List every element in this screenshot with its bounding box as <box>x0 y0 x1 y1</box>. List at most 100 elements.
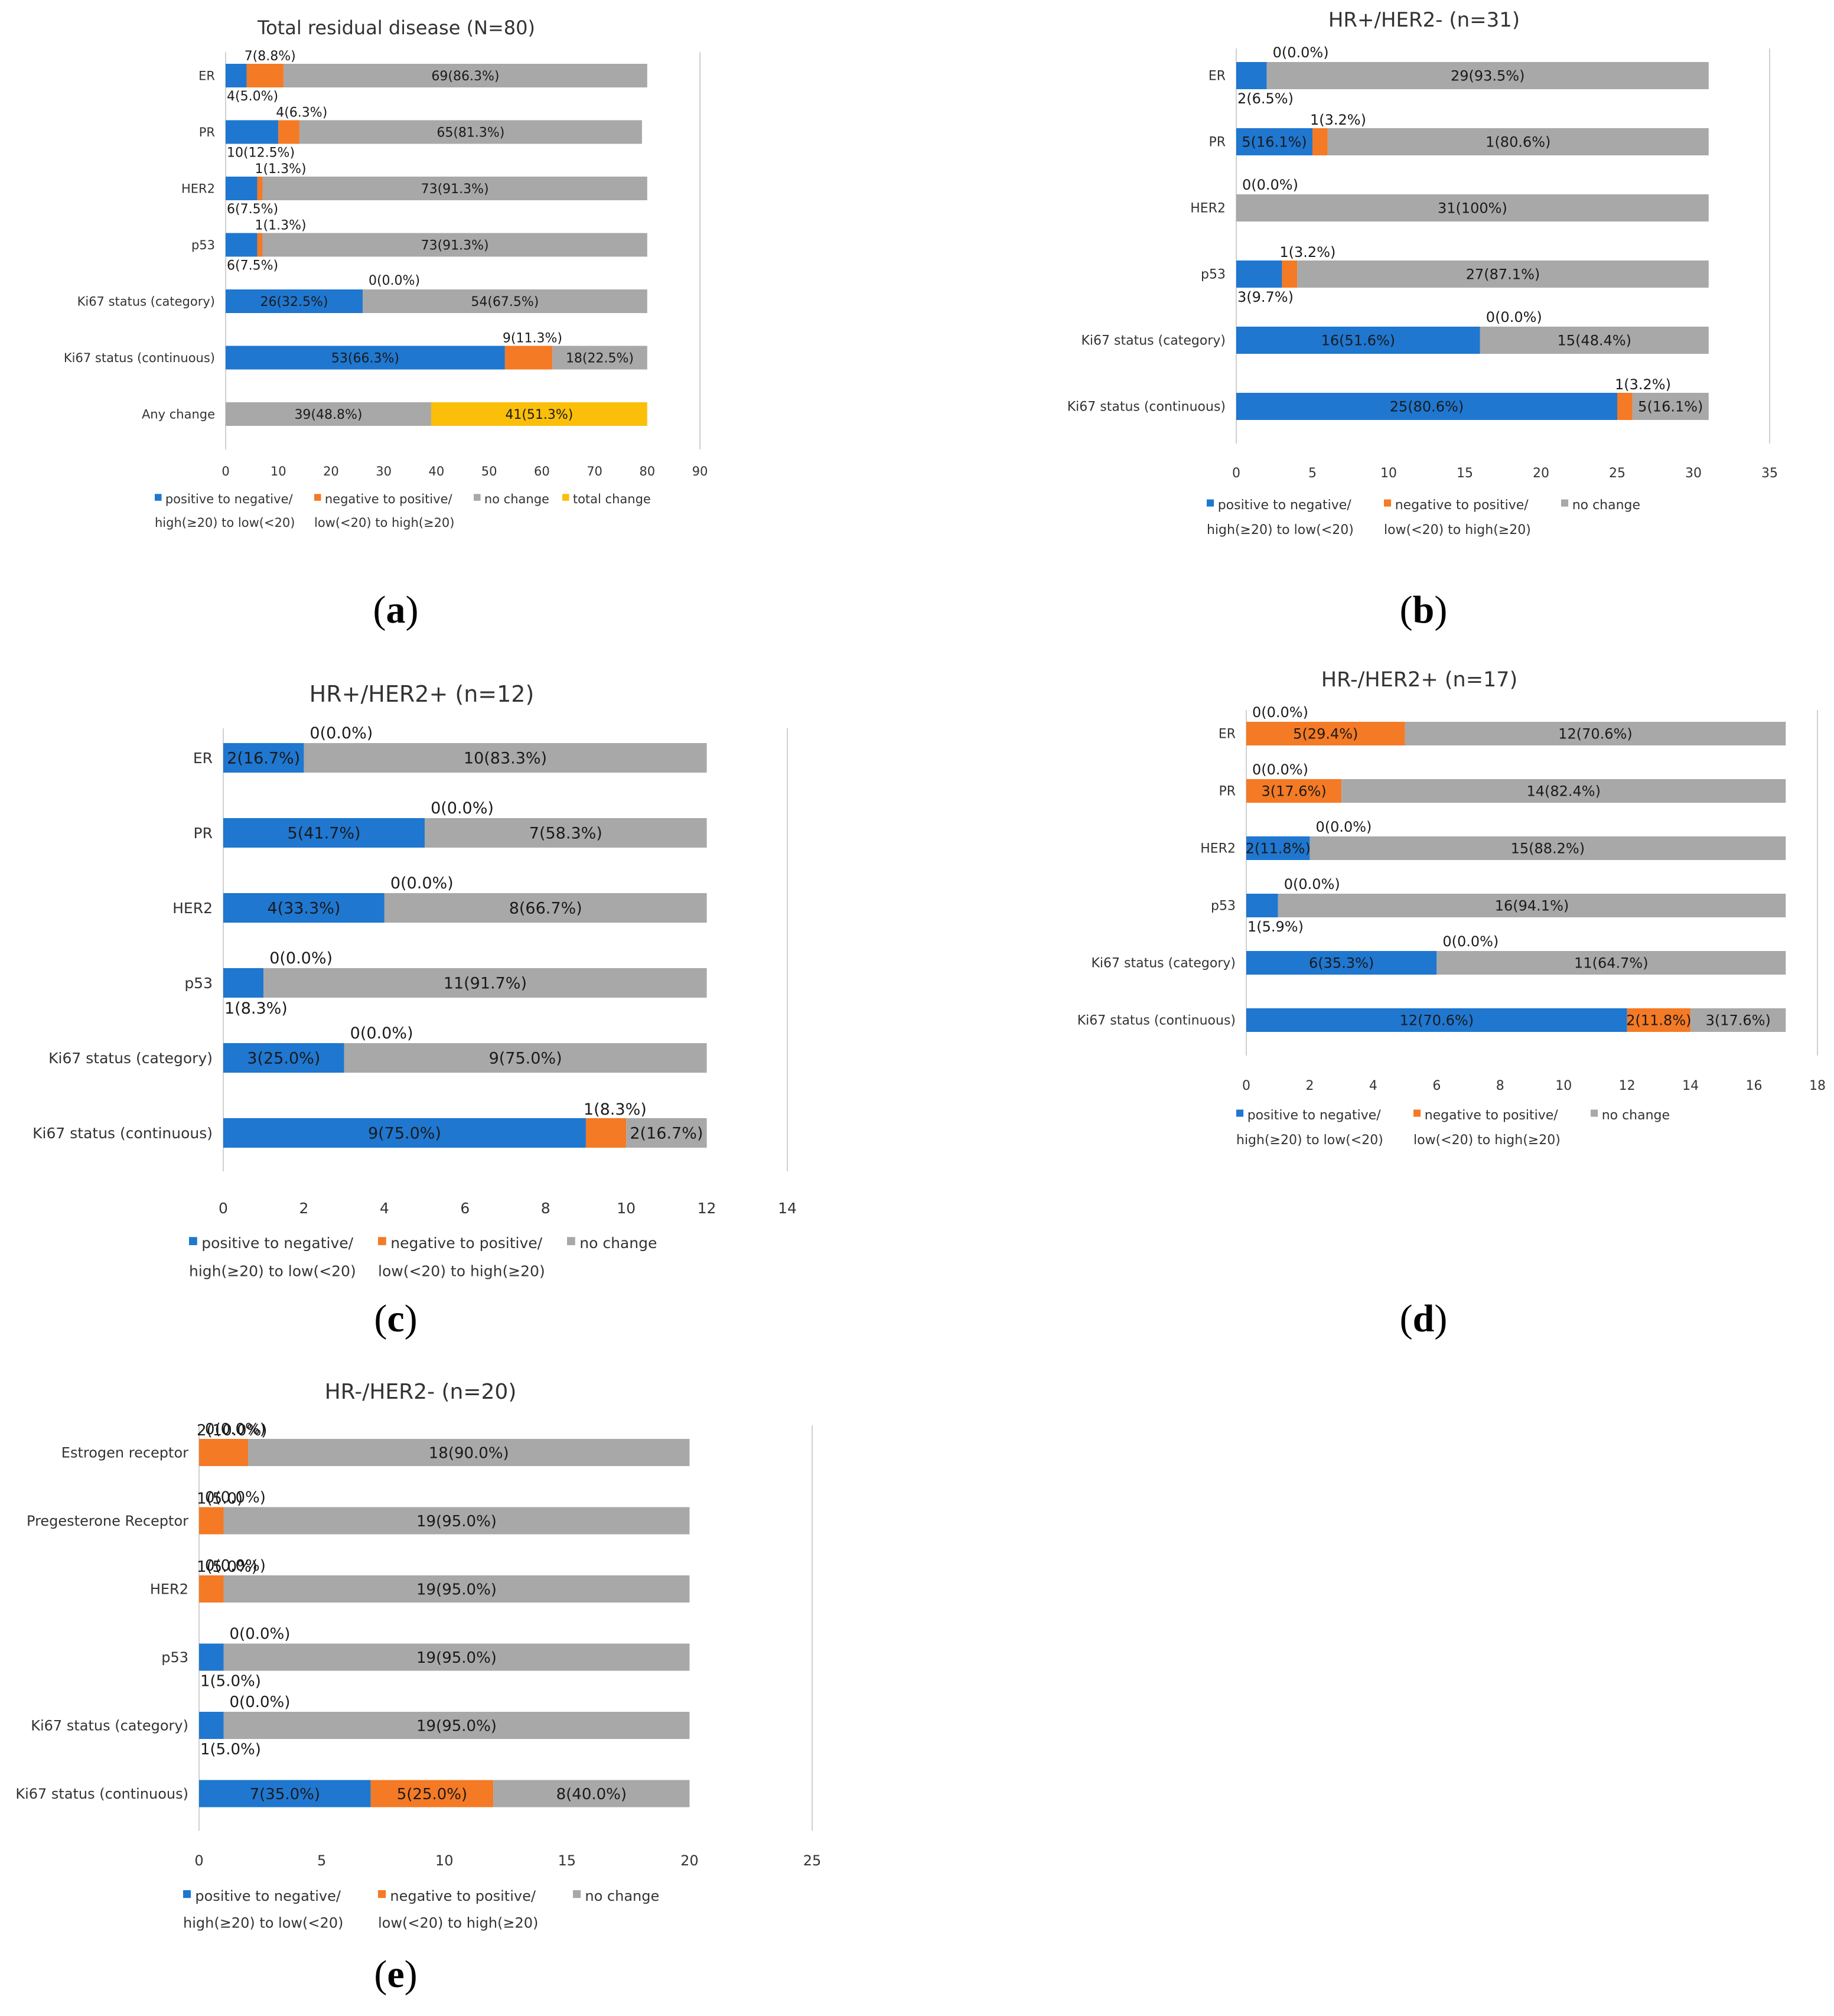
caption-d: (d) <box>1399 1297 1448 1340</box>
chart-a-bar-negative-to-positive <box>278 120 299 144</box>
chart-a-category-label: PR <box>199 125 215 139</box>
chart-a-data-label: 7(8.8%) <box>245 49 296 64</box>
chart-b-bar-no-change <box>1236 194 1709 222</box>
chart-e-data-label: 1(5.0%) <box>200 1673 261 1691</box>
caption-a-letter: a <box>386 588 406 631</box>
chart-c-bar-positive-to-negative <box>223 893 385 923</box>
chart-a-data-label: 9(11.3%) <box>503 331 562 346</box>
chart-c-category-label: p53 <box>184 975 213 992</box>
chart-d-data-label: 14(82.4%) <box>1526 783 1601 800</box>
chart-a-category-label: ER <box>198 69 215 83</box>
chart-a-category-label: Any change <box>142 407 215 421</box>
chart-panel-a: Total residual disease (N=80) ER 4(5.0%) 7(… <box>0 0 738 561</box>
chart-a-bar-total-change <box>431 402 647 426</box>
chart-d-bar-no-change <box>1341 779 1786 803</box>
chart-b-bar-negative-to-positive <box>1617 393 1633 420</box>
chart-e-legend-swatch <box>183 1890 191 1898</box>
chart-c-title: HR+/HER2+ (n=12) <box>310 681 535 707</box>
chart-d-data-label: 12(70.6%) <box>1400 1012 1474 1029</box>
chart-d-legend-swatch <box>1413 1109 1421 1117</box>
chart-a-legend-swatch <box>155 494 162 501</box>
chart-d-x-tick-label: 8 <box>1496 1079 1504 1093</box>
chart-c-data-label: 7(58.3%) <box>529 825 602 843</box>
chart-e-bar-no-change <box>248 1439 690 1466</box>
chart-a-data-label: 0(0.0%) <box>369 273 420 288</box>
chart-e-data-label: 8(40.0%) <box>556 1786 627 1803</box>
chart-e-data-label: 2(10.0%) <box>197 1422 267 1439</box>
chart-e-data-label: 19(95.0%) <box>416 1717 497 1735</box>
chart-b-data-label: 3(9.7%) <box>1237 289 1294 305</box>
chart-d-x-tick-label: 0 <box>1242 1079 1250 1093</box>
chart-a-bar-positive-to-negative <box>226 289 363 313</box>
chart-d-category-label: HER2 <box>1200 842 1236 856</box>
chart-panel-e: HR-/HER2- (n=20) Estrogen receptor 0(0.0%)… <box>0 1376 839 1967</box>
chart-c-data-label: 1(8.3%) <box>584 1100 647 1119</box>
chart-b-x-tick-label: 25 <box>1609 466 1625 481</box>
chart-d-data-label: 0(0.0%) <box>1442 933 1499 950</box>
chart-e-data-label: 1(5.0%) <box>200 1741 261 1758</box>
chart-a-category-label: HER2 <box>181 181 215 196</box>
chart-e-data-label: 1(5.0%) <box>197 1558 258 1576</box>
chart-b-legend-swatch <box>1384 499 1392 507</box>
chart-e-legend-swatch <box>378 1890 386 1898</box>
chart-b-x-tick-label: 30 <box>1685 466 1702 481</box>
chart-a-data-label: 4(5.0%) <box>227 89 278 104</box>
chart-b-legend-entry: positive to negative/high(≥20) to low(<2… <box>1207 498 1354 538</box>
chart-a-data-label: 54(67.5%) <box>471 295 539 310</box>
chart-d-bar-positive-to-negative <box>1246 951 1437 975</box>
chart-panel-d: HR-/HER2+ (n=17) ER 0(0.0%) 5(29.4%) 12(70.6… <box>916 662 1834 1170</box>
chart-e-bar-no-change <box>223 1643 690 1671</box>
chart-d-title: HR-/HER2+ (n=17) <box>1321 668 1517 692</box>
caption-b-letter: b <box>1412 588 1435 631</box>
chart-d-legend-entry: no change <box>1602 1108 1670 1123</box>
chart-a-data-label: 39(48.8%) <box>294 408 362 422</box>
chart-c-data-label: 9(75.0%) <box>368 1125 441 1143</box>
chart-e-bar-positive-to-negative <box>199 1780 371 1807</box>
chart-a-data-label: 53(66.3%) <box>331 351 399 366</box>
chart-d-data-label: 11(64.7%) <box>1574 955 1649 972</box>
chart-e-data-label: 0(0.0%) <box>230 1693 291 1711</box>
caption-c: (c) <box>374 1297 418 1340</box>
chart-b-data-label: 2(6.5%) <box>1237 90 1294 107</box>
chart-a-x-tick-label: 50 <box>481 464 497 478</box>
chart-b-data-label: 0(0.0%) <box>1273 44 1329 61</box>
chart-c-data-label: 0(0.0%) <box>269 949 333 968</box>
chart-a-bar-positive-to-negative <box>226 64 247 87</box>
chart-d-legend-entry: negative to positive/low(<20) to high(≥2… <box>1413 1108 1561 1148</box>
chart-c-category-label: Ki67 status (category) <box>48 1050 213 1067</box>
chart-b-title: HR+/HER2- (n=31) <box>1328 8 1520 32</box>
chart-b-data-label: 25(80.6%) <box>1390 399 1464 415</box>
chart-d-data-label: 15(88.2%) <box>1511 841 1585 857</box>
chart-e-category-label: Ki67 status (continuous) <box>15 1786 188 1802</box>
chart-c-data-label: 8(66.7%) <box>509 900 582 918</box>
chart-c-bar-negative-to-positive <box>585 1118 627 1148</box>
chart-b-bar-positive-to-negative <box>1236 327 1480 354</box>
chart-c-data-label: 0(0.0%) <box>310 724 373 742</box>
chart-e-legend-entry: no change <box>585 1888 659 1904</box>
caption-b: (b) <box>1399 588 1448 631</box>
chart-b-data-label: 15(48.4%) <box>1558 333 1632 349</box>
chart-b-data-label: 5(16.1%) <box>1638 399 1703 415</box>
chart-a-legend-swatch <box>562 494 569 501</box>
chart-c-legend-swatch <box>189 1237 197 1245</box>
chart-e-x-tick-label: 0 <box>194 1852 203 1869</box>
chart-d-bar-negative-to-positive <box>1246 722 1405 745</box>
chart-a-title: Total residual disease (N=80) <box>257 17 535 39</box>
chart-c-data-label: 4(33.3%) <box>267 900 340 918</box>
chart-d-data-label: 0(0.0%) <box>1315 819 1372 835</box>
chart-c-data-label: 0(0.0%) <box>431 799 494 818</box>
chart-b-legend-swatch <box>1561 499 1569 507</box>
chart-c-bar-no-change <box>384 893 707 923</box>
chart-c-legend-entry: no change <box>579 1235 657 1252</box>
chart-d-legend-swatch <box>1236 1109 1244 1117</box>
chart-a-x-tick-label: 70 <box>587 464 602 478</box>
chart-d-bar-negative-to-positive <box>1246 779 1342 803</box>
chart-c-bar-no-change <box>263 968 707 998</box>
chart-e-data-label: 7(35.0%) <box>250 1786 320 1803</box>
chart-b-category-label: Ki67 status (category) <box>1081 334 1226 349</box>
chart-a-x-tick-label: 10 <box>271 464 286 478</box>
chart-c-data-label: 3(25.0%) <box>247 1050 320 1068</box>
chart-panel-c: HR+/HER2+ (n=12) ER 2(16.7%) 0(0.0%) 10(83.3… <box>0 673 827 1300</box>
caption-a: (a) <box>373 588 419 631</box>
chart-b-data-label: 29(93.5%) <box>1451 68 1525 84</box>
